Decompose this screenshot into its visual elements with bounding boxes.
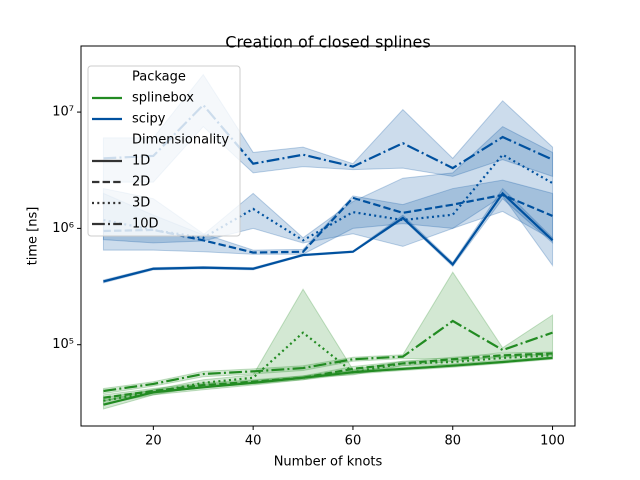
legend-box: [87, 65, 241, 237]
legend-title: Package: [132, 70, 186, 85]
legend: Package splinebox scipy Dimensionality 1D 2D 3…: [87, 65, 241, 237]
series-line: [103, 331, 553, 402]
x-axis-label: Number of knots: [274, 455, 383, 470]
legend-label: splinebox: [132, 91, 194, 106]
legend-label: 1D: [132, 154, 150, 169]
legend-label: 2D: [132, 175, 150, 190]
x-tick-label: 20: [145, 434, 162, 449]
y-tick-label: 10⁷: [52, 105, 74, 120]
y-axis-label: time [ns]: [26, 207, 41, 266]
x-tick-label: 60: [345, 434, 362, 449]
confidence-band: [102, 271, 554, 395]
y-tick-label: 10⁶: [52, 221, 74, 236]
x-tick-label: 80: [444, 434, 461, 449]
series-line: [103, 191, 554, 283]
axes-frame: [80, 45, 576, 427]
x-tick-label: 40: [245, 434, 262, 449]
series-line: [103, 356, 553, 406]
y-tick-label: 10⁵: [52, 337, 74, 352]
legend-label: scipy: [132, 112, 166, 127]
legend-label: 10D: [132, 217, 159, 232]
chart-title: Creation of closed splines: [225, 33, 430, 52]
x-tick-label: 100: [540, 434, 565, 449]
series-line: [103, 319, 553, 393]
legend-title: Dimensionality: [132, 133, 229, 148]
legend-label: 3D: [132, 196, 150, 211]
